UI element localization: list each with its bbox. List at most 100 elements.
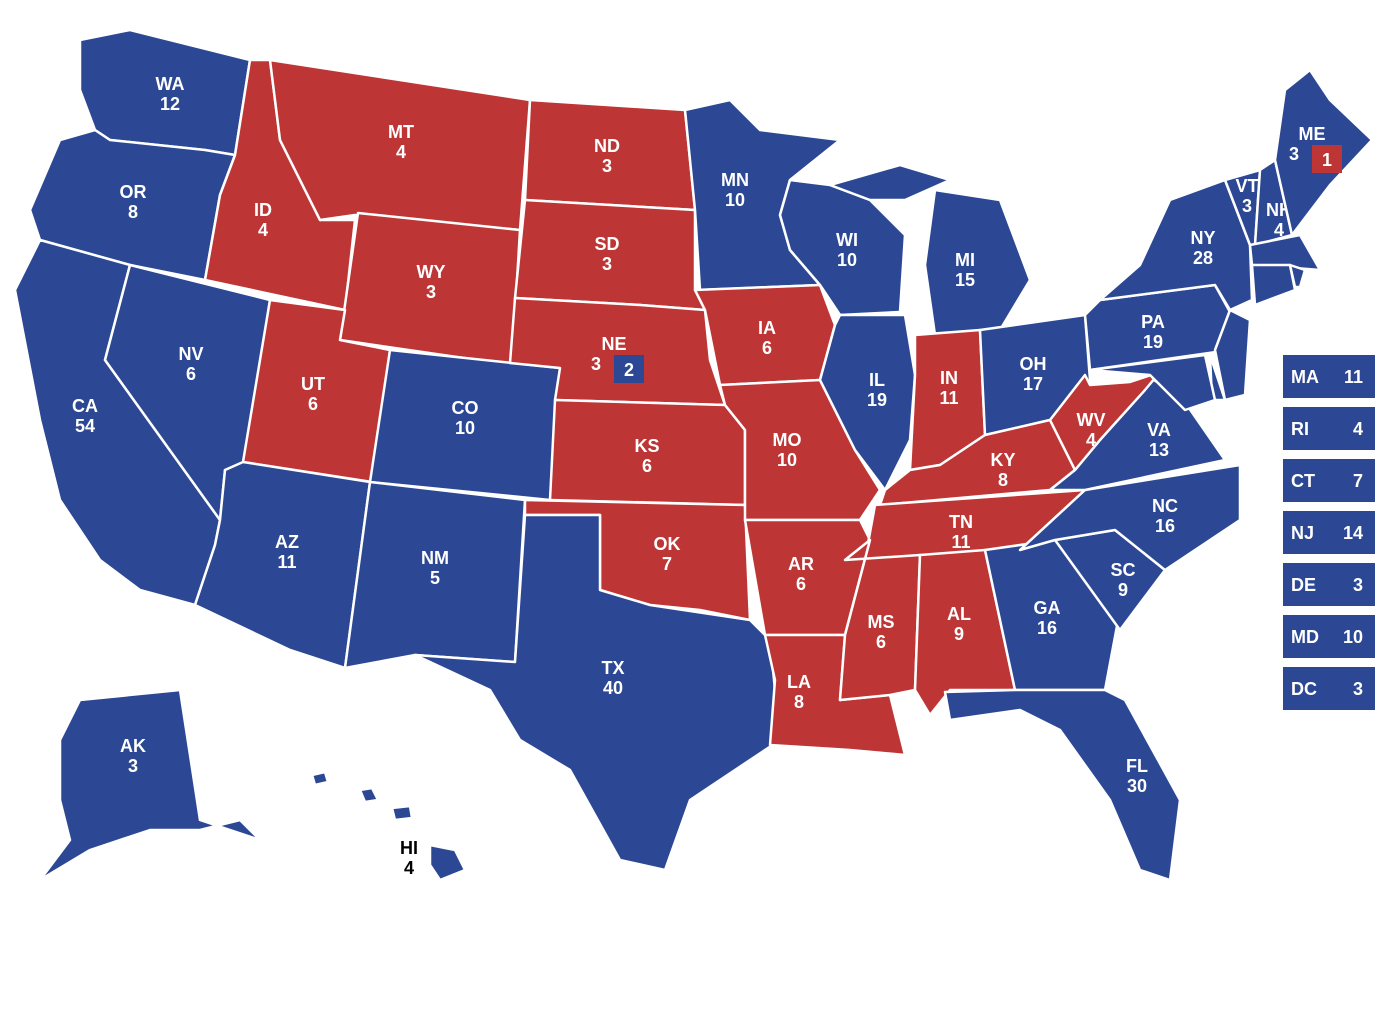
callout-box[interactable] [1283,407,1375,450]
state-shape[interactable] [943,688,1182,882]
state-shape[interactable] [778,178,907,317]
state-shape[interactable] [1213,308,1252,402]
callout-box[interactable] [1283,459,1375,502]
state-shape[interactable] [390,804,414,822]
state-votes-label: 3 [128,756,138,776]
state-shape[interactable] [413,513,782,872]
state-votes-label: 8 [128,202,138,222]
callout-abbr: MA [1291,367,1319,387]
state-nj[interactable] [1213,308,1252,402]
state-ia[interactable]: IA6 [693,283,837,387]
callout-votes: 3 [1353,679,1363,699]
state-shape[interactable] [1248,233,1322,272]
state-md[interactable] [1088,353,1217,412]
callout-abbr: MD [1291,627,1319,647]
callout-md[interactable]: MD 10 [1283,615,1375,658]
state-shape[interactable] [358,786,380,804]
callout-abbr: RI [1291,419,1309,439]
callout-dc[interactable]: DC 3 [1283,667,1375,710]
state-shape[interactable] [38,688,262,882]
state-votes-label: 10 [455,418,475,438]
callout-ct[interactable]: CT 7 [1283,459,1375,502]
state-sd[interactable]: SD3 [513,198,707,312]
state-abbr-label: HI [400,838,418,858]
callout-box[interactable] [1283,563,1375,606]
state-shape[interactable] [1250,263,1297,307]
state-votes-label: 8 [794,692,804,712]
state-abbr-label: NY [1190,228,1215,248]
state-abbr-label: OK [654,534,681,554]
state-abbr-label: ME [1299,124,1326,144]
callout-ri[interactable]: RI 4 [1283,407,1375,450]
state-nd[interactable]: ND3 [523,98,697,212]
callout-box[interactable] [1283,355,1375,398]
district-split-ne[interactable]: 2 [614,355,644,383]
callout-ma[interactable]: MA 11 [1283,355,1375,398]
callout-box[interactable] [1283,615,1375,658]
callout-abbr: NJ [1291,523,1314,543]
state-abbr-label: SD [594,234,619,254]
state-abbr-label: AL [947,604,971,624]
callout-de[interactable]: DE 3 [1283,563,1375,606]
state-abbr-label: WY [417,262,446,282]
state-abbr-label: MT [388,122,414,142]
state-votes-label: 30 [1127,776,1147,796]
state-ct[interactable] [1250,263,1297,307]
state-abbr-label: MO [773,430,802,450]
state-shape[interactable] [923,188,1032,337]
district-box[interactable] [614,355,644,383]
district-split-me[interactable]: 1 [1312,145,1342,173]
state-shape[interactable] [1018,463,1242,572]
state-votes-label: 19 [1143,332,1163,352]
district-box[interactable] [1312,145,1342,173]
state-shape[interactable] [828,163,952,202]
callout-votes: 11 [1344,367,1363,387]
state-abbr-label: CA [72,396,98,416]
callout-box[interactable] [1283,667,1375,710]
callout-abbr: DC [1291,679,1317,699]
state-votes-label: 15 [955,270,975,290]
state-nm[interactable]: NM5 [343,480,527,670]
state-wy[interactable]: WY3 [338,211,522,367]
state-votes-label: 12 [160,94,180,114]
callout-box[interactable] [1283,511,1375,554]
state-abbr-label: SC [1110,560,1135,580]
state-votes-label: 4 [258,220,268,240]
callout-nj[interactable]: NJ 14 [1283,511,1375,554]
state-ak[interactable]: AK3 [38,688,262,882]
state-votes-label: 4 [1086,430,1096,450]
state-votes-label: 10 [777,450,797,470]
state-shape[interactable] [428,843,467,882]
state-abbr-label: OH [1020,354,1047,374]
state-or[interactable]: OR8 [28,128,237,282]
state-shape[interactable] [1098,178,1254,312]
state-votes-label: 19 [867,390,887,410]
state-ms[interactable]: MS6 [838,538,922,702]
district-votes-label: 1 [1322,150,1332,170]
state-votes-label: 11 [277,552,296,572]
callout-votes: 10 [1343,627,1363,647]
state-votes-label: 9 [954,624,964,644]
state-shape[interactable] [310,770,330,787]
state-hi[interactable]: HI4 [310,770,467,882]
state-ks[interactable]: KS6 [548,398,747,507]
state-shape[interactable] [1288,263,1307,289]
state-abbr-label: IA [758,318,776,338]
state-ma[interactable] [1248,233,1322,272]
callout-abbr: DE [1291,575,1316,595]
state-ri[interactable] [1288,263,1307,289]
state-votes-label: 3 [426,282,436,302]
state-votes-label: 7 [662,554,672,574]
state-vt[interactable]: VT3 [1223,168,1262,247]
state-votes-label: 6 [876,632,886,652]
state-shape[interactable] [1088,353,1217,412]
